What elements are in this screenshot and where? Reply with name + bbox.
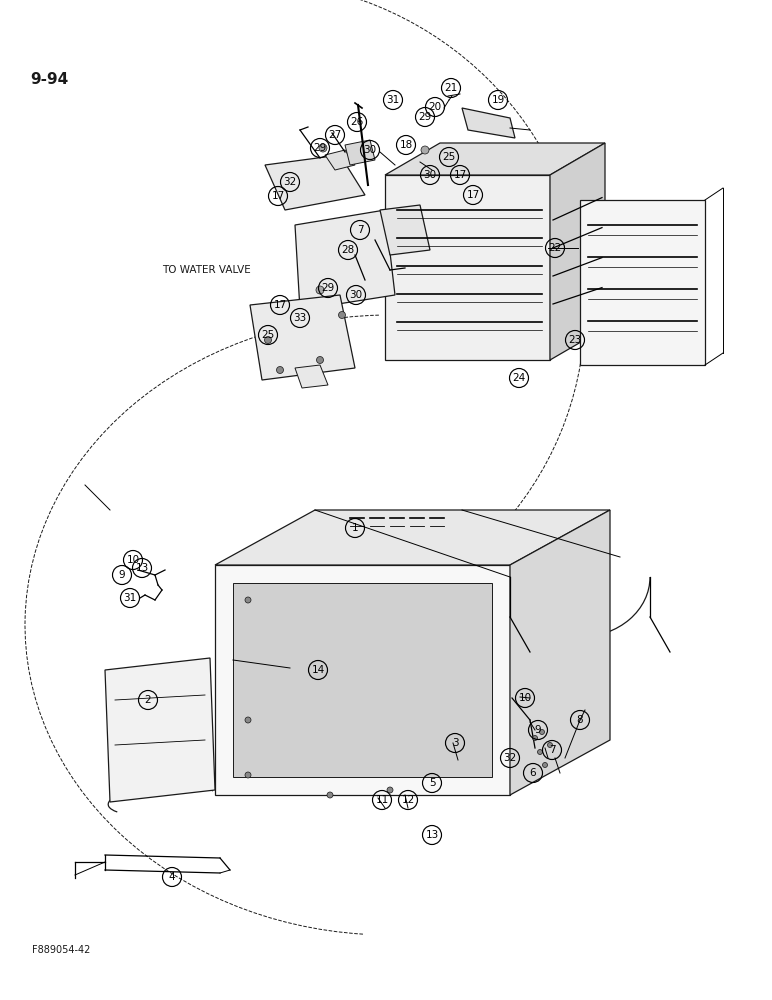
Text: 29: 29 <box>313 143 327 153</box>
Text: 32: 32 <box>283 177 296 187</box>
Circle shape <box>319 144 327 152</box>
Circle shape <box>421 146 429 154</box>
Text: 5: 5 <box>428 778 435 788</box>
Polygon shape <box>105 658 215 802</box>
Text: 27: 27 <box>328 130 342 140</box>
Polygon shape <box>385 143 605 175</box>
Text: 22: 22 <box>548 243 561 253</box>
Polygon shape <box>295 210 395 310</box>
Text: 29: 29 <box>418 112 432 122</box>
Polygon shape <box>385 175 550 360</box>
Text: 17: 17 <box>273 300 286 310</box>
Polygon shape <box>265 155 365 210</box>
Circle shape <box>543 762 547 768</box>
Polygon shape <box>215 565 510 795</box>
Text: 10: 10 <box>127 555 140 565</box>
Circle shape <box>533 736 537 740</box>
Polygon shape <box>345 140 375 165</box>
Text: 7: 7 <box>549 745 555 755</box>
Text: 13: 13 <box>135 563 149 573</box>
Text: 18: 18 <box>399 140 412 150</box>
Text: 11: 11 <box>375 795 388 805</box>
Text: 3: 3 <box>452 738 459 748</box>
Text: 26: 26 <box>350 117 364 127</box>
Text: F889054-42: F889054-42 <box>32 945 90 955</box>
Text: 30: 30 <box>350 290 363 300</box>
Text: 8: 8 <box>577 715 584 725</box>
Text: 2: 2 <box>144 695 151 705</box>
Text: 28: 28 <box>341 245 354 255</box>
Text: 25: 25 <box>442 152 455 162</box>
Circle shape <box>276 366 283 373</box>
Circle shape <box>537 750 543 754</box>
Circle shape <box>327 792 333 798</box>
Polygon shape <box>250 295 355 380</box>
Text: 6: 6 <box>530 768 537 778</box>
Text: 29: 29 <box>321 283 334 293</box>
Text: 9: 9 <box>535 725 541 735</box>
Polygon shape <box>325 150 355 170</box>
Text: 12: 12 <box>401 795 415 805</box>
Text: 4: 4 <box>169 872 175 882</box>
Text: 17: 17 <box>453 170 466 180</box>
Circle shape <box>338 312 346 318</box>
Text: 33: 33 <box>293 313 306 323</box>
Text: 17: 17 <box>466 190 479 200</box>
Text: 14: 14 <box>311 665 324 675</box>
Circle shape <box>317 357 323 363</box>
Text: 13: 13 <box>425 830 438 840</box>
Polygon shape <box>215 510 610 565</box>
Circle shape <box>245 597 251 603</box>
Circle shape <box>245 772 251 778</box>
Polygon shape <box>462 108 515 138</box>
Polygon shape <box>580 200 705 365</box>
Polygon shape <box>380 205 430 255</box>
Text: 32: 32 <box>503 753 516 763</box>
Text: 31: 31 <box>386 95 400 105</box>
Text: 31: 31 <box>124 593 137 603</box>
Text: 7: 7 <box>357 225 364 235</box>
Polygon shape <box>550 143 605 360</box>
Text: 19: 19 <box>491 95 505 105</box>
Polygon shape <box>295 365 328 388</box>
Text: 30: 30 <box>423 170 436 180</box>
Text: 9-94: 9-94 <box>30 72 68 87</box>
Text: 25: 25 <box>262 330 275 340</box>
Text: TO WATER VALVE: TO WATER VALVE <box>162 265 251 275</box>
Polygon shape <box>510 510 610 795</box>
Text: 17: 17 <box>272 191 285 201</box>
Text: 24: 24 <box>513 373 526 383</box>
Circle shape <box>265 336 272 344</box>
Text: 21: 21 <box>445 83 458 93</box>
Polygon shape <box>233 583 492 777</box>
Circle shape <box>316 286 324 294</box>
Text: 10: 10 <box>519 693 532 703</box>
Text: 20: 20 <box>428 102 442 112</box>
Text: 23: 23 <box>568 335 581 345</box>
Text: 30: 30 <box>364 145 377 155</box>
Text: 9: 9 <box>119 570 125 580</box>
Text: 1: 1 <box>352 523 358 533</box>
Circle shape <box>547 742 553 748</box>
Circle shape <box>245 717 251 723</box>
Circle shape <box>387 787 393 793</box>
Circle shape <box>540 730 544 734</box>
